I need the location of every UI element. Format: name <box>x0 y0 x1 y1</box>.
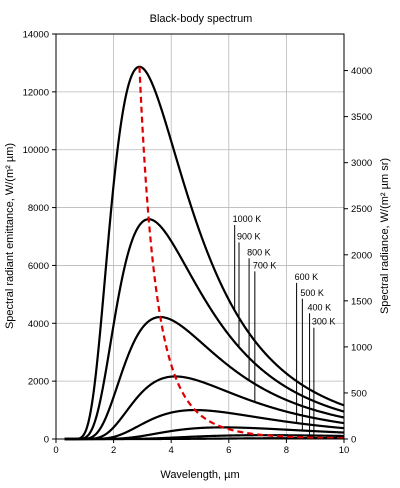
bottom-tick-label: 2 <box>111 445 116 456</box>
right-tick-label: 3500 <box>351 112 372 123</box>
left-tick-label: 0 <box>44 435 49 446</box>
x-axis-label: Wavelength, µm <box>160 469 239 481</box>
left-tick-label: 10000 <box>23 145 49 156</box>
series-label-400k: 400 K <box>308 302 332 312</box>
series-label-300k: 300 K <box>312 317 336 327</box>
left-tick-label: 12000 <box>23 87 49 98</box>
curve-900k <box>64 218 345 441</box>
right-tick-label: 0 <box>351 435 356 446</box>
bottom-tick-label: 4 <box>169 445 174 456</box>
series-label-700k: 700 K <box>253 260 277 270</box>
left-tick-label: 6000 <box>28 261 49 272</box>
series-label-1000k: 1000 K <box>233 214 262 224</box>
left-axis: 0 2000 4000 6000 8000 10000 12000 14000 <box>23 30 56 446</box>
right-axis-label: Spectral radiance, W/(m² µm sr) <box>379 158 391 314</box>
bottom-tick-label: 6 <box>226 445 231 456</box>
right-tick-label: 4000 <box>351 66 372 77</box>
left-axis-label: Spectral radiant emittance, W/(m² µm) <box>4 143 16 329</box>
right-tick-label: 1000 <box>351 342 372 353</box>
right-tick-label: 2500 <box>351 204 372 215</box>
series-labels: 1000 K 900 K 800 K 700 K 600 K 500 K 400 K 300 … <box>233 214 336 439</box>
series-label-800k: 800 K <box>247 247 271 257</box>
series-label-600k: 600 K <box>295 272 319 282</box>
left-tick-label: 14000 <box>23 30 49 41</box>
bottom-axis: 0 2 4 6 8 10 <box>53 439 349 456</box>
right-tick-label: 500 <box>351 388 367 399</box>
chart-title: Black-body spectrum <box>150 13 253 25</box>
left-tick-label: 2000 <box>28 377 49 388</box>
curve-800k <box>64 315 345 441</box>
right-tick-label: 1500 <box>351 296 372 307</box>
series-label-500k: 500 K <box>300 288 324 298</box>
left-tick-label: 8000 <box>28 203 49 214</box>
left-tick-label: 4000 <box>28 319 49 330</box>
bottom-tick-label: 0 <box>53 445 58 456</box>
series-label-900k: 900 K <box>237 231 261 241</box>
bottom-tick-label: 8 <box>284 445 289 456</box>
bottom-tick-label: 10 <box>339 445 350 456</box>
plot-frame <box>55 33 345 440</box>
curve-600k <box>64 408 345 441</box>
right-tick-label: 3000 <box>351 158 372 169</box>
right-axis: 0 500 1000 1500 2000 2500 3000 3500 4000 <box>344 66 372 446</box>
curve-1000k <box>64 65 345 441</box>
wien-peak-path <box>138 66 344 440</box>
wien-peak-line <box>138 66 344 440</box>
curve-700k <box>64 375 345 441</box>
right-tick-label: 2000 <box>351 250 372 261</box>
